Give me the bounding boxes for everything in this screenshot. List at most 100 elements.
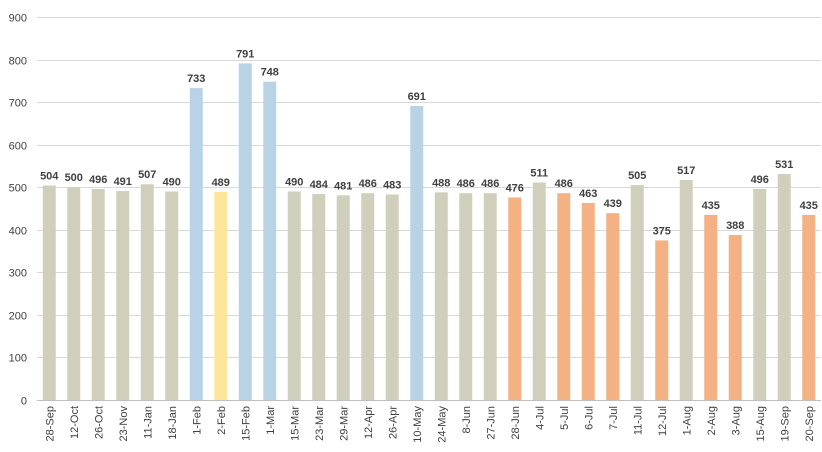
data-label-4-Jul: 511: [530, 168, 548, 180]
x-tick-label-1-Feb: 1-Feb: [191, 406, 203, 435]
data-label-1-Mar: 748: [261, 67, 279, 79]
data-label-2-Feb: 489: [212, 177, 230, 189]
bars: [42, 63, 816, 401]
data-label-18-Jan: 490: [163, 176, 181, 188]
data-label-23-Nov: 491: [114, 176, 132, 188]
data-label-28-Jun: 476: [506, 182, 524, 194]
data-label-8-Jun: 486: [457, 178, 475, 190]
y-tick-label: 400: [9, 226, 27, 238]
x-tick-label-3-Aug: 3-Aug: [730, 406, 742, 435]
x-tick-label-26-Oct: 26-Oct: [93, 406, 105, 439]
y-tick-label: 0: [21, 396, 27, 408]
data-label-19-Sep: 531: [775, 159, 793, 171]
data-label-7-Jul: 439: [604, 198, 622, 210]
data-label-1-Aug: 517: [677, 165, 695, 177]
data-label-29-Mar: 481: [334, 180, 352, 192]
x-tick-label-7-Jul: 7-Jul: [608, 406, 620, 430]
x-tick-label-20-Sep: 20-Sep: [804, 406, 816, 441]
x-tick-label-28-Sep: 28-Sep: [44, 406, 56, 441]
data-label-12-Jul: 375: [653, 225, 671, 237]
bar-2-Aug: [704, 214, 718, 400]
data-label-15-Aug: 496: [751, 174, 769, 186]
data-label-12-Apr: 486: [359, 178, 377, 190]
bar-29-Mar: [336, 195, 350, 400]
bar-26-Oct: [91, 188, 105, 400]
x-axis-ticks: 28-Sep 12-Oct 26-Oct 23-Nov 11-Jan 18-Jan 1-Fe…: [44, 406, 816, 443]
bar-15-Feb: [238, 63, 252, 400]
data-label-11-Jan: 507: [138, 169, 156, 181]
x-tick-label-27-Jun: 27-Jun: [485, 406, 497, 440]
y-tick-label: 800: [9, 56, 27, 68]
x-tick-label-10-May: 10-May: [412, 406, 424, 443]
data-label-15-Mar: 490: [285, 176, 303, 188]
x-tick-label-15-Aug: 15-Aug: [755, 406, 767, 441]
x-tick-label-15-Mar: 15-Mar: [289, 406, 301, 441]
data-label-3-Aug: 388: [726, 220, 744, 232]
bar-23-Mar: [312, 194, 326, 400]
bar-11-Jul: [630, 185, 644, 400]
x-tick-label-28-Jun: 28-Jun: [510, 406, 522, 440]
x-tick-label-18-Jan: 18-Jan: [167, 406, 179, 440]
bar-27-Jun: [483, 193, 497, 400]
y-tick-label: 100: [9, 353, 27, 365]
data-label-2-Aug: 435: [702, 200, 720, 212]
bar-26-Apr: [385, 194, 399, 400]
data-label-26-Apr: 483: [383, 179, 401, 191]
bar-8-Jun: [459, 193, 473, 400]
x-tick-label-11-Jan: 11-Jan: [142, 406, 154, 439]
bar-1-Mar: [263, 81, 277, 400]
bar-1-Aug: [679, 179, 693, 400]
data-label-28-Sep: 504: [40, 171, 59, 183]
y-tick-label: 200: [9, 311, 27, 323]
bar-11-Jan: [140, 184, 154, 400]
x-tick-label-6-Jul: 6-Jul: [583, 406, 595, 430]
data-label-27-Jun: 486: [481, 178, 499, 190]
x-tick-label-8-Jun: 8-Jun: [461, 406, 473, 434]
data-label-6-Jul: 463: [579, 188, 597, 200]
bar-24-May: [434, 192, 448, 400]
x-tick-label-11-Jul: 11-Jul: [632, 406, 644, 435]
bar-20-Sep: [802, 214, 816, 400]
x-tick-label-5-Jul: 5-Jul: [559, 406, 571, 430]
x-tick-label-24-May: 24-May: [436, 406, 448, 443]
x-tick-label-23-Mar: 23-Mar: [314, 406, 326, 441]
data-labels: 504 500 496 491 507 490 733 489 791 748 490 484 481 4…: [40, 48, 818, 237]
bar-6-Jul: [581, 202, 595, 400]
bar-5-Jul: [557, 193, 571, 400]
bar-4-Jul: [532, 182, 546, 400]
bar-2-Feb: [214, 191, 228, 400]
bar-12-Jul: [655, 240, 669, 400]
bar-18-Jan: [165, 191, 179, 400]
data-label-12-Oct: 500: [65, 172, 83, 184]
data-label-26-Oct: 496: [89, 174, 107, 186]
y-tick-label: 300: [9, 268, 27, 280]
bar-1-Feb: [189, 88, 203, 400]
y-tick-label: 700: [9, 98, 27, 110]
y-tick-label: 900: [9, 13, 27, 25]
x-tick-label-12-Oct: 12-Oct: [69, 406, 81, 439]
x-tick-label-26-Apr: 26-Apr: [387, 406, 399, 439]
x-tick-label-23-Nov: 23-Nov: [118, 406, 130, 442]
data-label-1-Feb: 733: [187, 73, 205, 85]
x-tick-label-2-Feb: 2-Feb: [216, 406, 228, 435]
data-label-5-Jul: 486: [555, 178, 573, 190]
bar-15-Aug: [753, 188, 767, 400]
x-tick-label-1-Mar: 1-Mar: [265, 406, 277, 435]
bar-19-Sep: [777, 174, 791, 400]
x-tick-label-19-Sep: 19-Sep: [779, 406, 791, 441]
bar-28-Sep: [42, 185, 56, 400]
x-tick-label-29-Mar: 29-Mar: [338, 406, 350, 441]
y-tick-label: 600: [9, 141, 27, 153]
bar-12-Oct: [67, 187, 81, 400]
bar-28-Jun: [508, 197, 522, 400]
x-tick-label-2-Aug: 2-Aug: [706, 406, 718, 435]
data-label-15-Feb: 791: [236, 48, 254, 60]
data-label-24-May: 488: [432, 177, 450, 189]
data-label-23-Mar: 484: [310, 179, 329, 191]
bar-3-Aug: [728, 234, 742, 400]
data-label-11-Jul: 505: [628, 170, 646, 182]
x-tick-label-4-Jul: 4-Jul: [534, 406, 546, 430]
bar-23-Nov: [116, 191, 130, 400]
bar-7-Jul: [606, 213, 620, 400]
